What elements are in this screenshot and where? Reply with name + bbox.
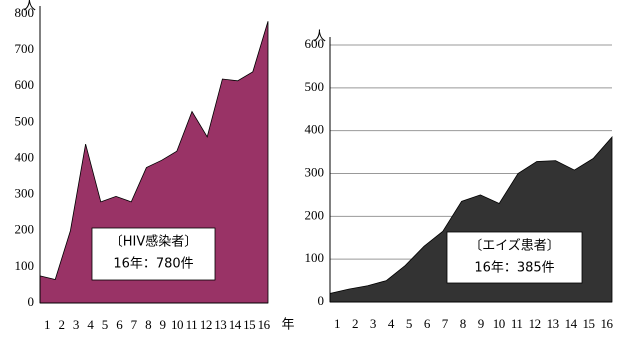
y-tick-label: 0 <box>28 294 35 309</box>
x-tick-label: 14 <box>229 317 242 332</box>
y-unit-label: 人 <box>23 0 36 14</box>
x-tick-label: 8 <box>460 316 466 331</box>
x-tick-label: 1 <box>334 316 340 331</box>
x-tick-label: 6 <box>116 317 123 332</box>
x-tick-label: 2 <box>58 317 64 332</box>
x-tick-label: 9 <box>160 317 166 332</box>
x-tick-label: 8 <box>145 317 151 332</box>
x-tick-label: 4 <box>87 317 94 332</box>
y-tick-label: 200 <box>305 207 325 222</box>
x-tick-label: 10 <box>171 317 183 332</box>
y-tick-label: 500 <box>305 79 325 94</box>
x-tick-label: 11 <box>511 316 523 331</box>
x-tick-label: 13 <box>214 317 226 332</box>
x-tick-label: 7 <box>442 316 449 331</box>
y-tick-label: 600 <box>305 36 325 51</box>
y-tick-label: 100 <box>305 250 325 265</box>
x-tick-label: 9 <box>478 316 484 331</box>
x-tick-label: 14 <box>565 316 578 331</box>
x-tick-label: 16 <box>258 317 271 332</box>
y-tick-label: 600 <box>15 77 35 92</box>
y-tick-label: 500 <box>15 113 35 128</box>
y-tick-label: 200 <box>15 222 35 237</box>
x-tick-label: 16 <box>601 316 614 331</box>
annotation-box <box>446 231 583 284</box>
annotation: 16年：385件 <box>474 261 554 276</box>
y-tick-label: 400 <box>305 122 325 137</box>
annotation: 〔HIV感染者〕 <box>110 234 198 250</box>
x-unit-label: 年 <box>281 318 294 333</box>
y-tick-label: 300 <box>15 186 35 201</box>
y-tick-label: 300 <box>305 164 325 179</box>
x-tick-label: 13 <box>547 316 559 331</box>
x-tick-label: 6 <box>424 316 431 331</box>
x-tick-label: 3 <box>73 317 79 332</box>
x-tick-label: 2 <box>352 316 358 331</box>
annotation: 〔エイズ患者〕 <box>469 238 560 254</box>
y-tick-label: 100 <box>15 258 35 273</box>
x-tick-label: 5 <box>102 317 108 332</box>
x-tick-label: 5 <box>406 316 412 331</box>
x-tick-label: 12 <box>200 317 212 332</box>
x-tick-label: 15 <box>583 316 595 331</box>
x-tick-label: 12 <box>529 316 541 331</box>
x-tick-label: 11 <box>186 317 198 332</box>
annotation-box <box>91 227 216 281</box>
x-tick-label: 3 <box>370 316 376 331</box>
y-unit-label: 人 <box>313 30 326 45</box>
x-tick-label: 10 <box>493 316 505 331</box>
x-tick-label: 15 <box>243 317 255 332</box>
y-tick-label: 700 <box>15 41 35 56</box>
y-tick-label: 0 <box>318 293 325 308</box>
annotation: 16年：780件 <box>113 257 193 272</box>
y-tick-label: 800 <box>15 5 35 20</box>
x-tick-label: 4 <box>388 316 395 331</box>
x-tick-label: 1 <box>44 317 50 332</box>
y-tick-label: 400 <box>15 149 35 164</box>
x-tick-label: 7 <box>131 317 138 332</box>
